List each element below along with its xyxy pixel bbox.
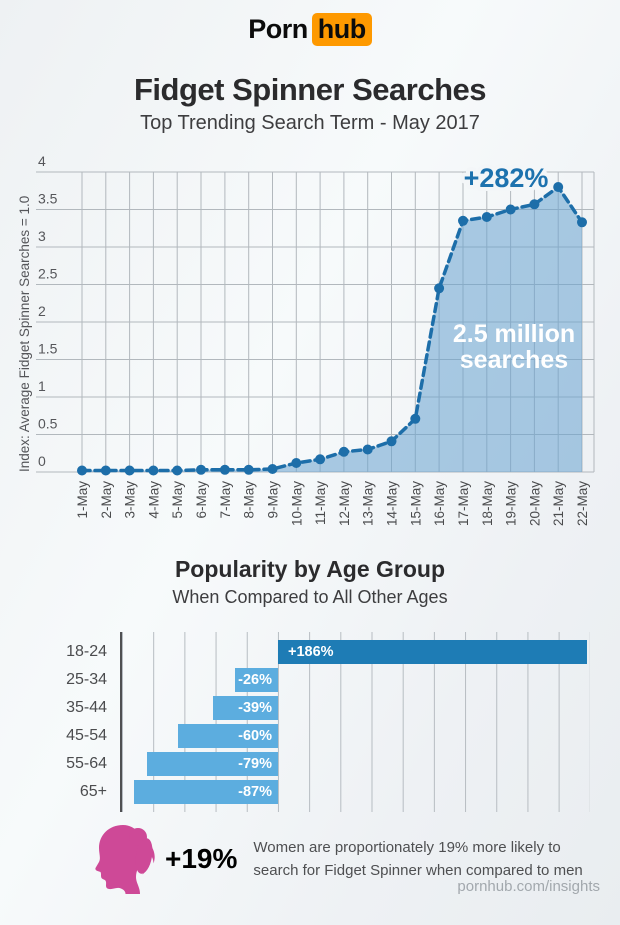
age-category-labels: 18-24 25-34 35-44 45-54 55-64 65+: [0, 632, 120, 812]
area-fill: [82, 187, 582, 472]
age-bar: +186%: [277, 640, 587, 664]
svg-text:7-May: 7-May: [218, 481, 233, 519]
bar-row: -39%: [122, 694, 590, 722]
age-category-label: 25-34: [66, 671, 107, 688]
svg-text:8-May: 8-May: [242, 481, 257, 519]
svg-text:20-May: 20-May: [527, 481, 542, 526]
svg-text:4: 4: [38, 153, 46, 169]
bar-row: -87%: [122, 778, 590, 806]
age-category-label: 18-24: [66, 643, 107, 660]
svg-text:1: 1: [38, 378, 46, 394]
svg-text:19-May: 19-May: [504, 481, 519, 526]
svg-text:18-May: 18-May: [480, 481, 495, 526]
svg-text:5-May: 5-May: [170, 481, 185, 519]
gender-note: +19% Women are proportionately 19% more …: [95, 824, 583, 894]
age-chart-title: Popularity by Age Group: [174, 556, 446, 582]
bar-value-label: -60%: [238, 728, 272, 744]
note-text-line1: Women are proportionately 19% more likel…: [253, 838, 561, 856]
svg-text:10-May: 10-May: [289, 481, 304, 526]
y-tick-labels: 4 3.5 3 2.5 2 1.5 1 0.5 0: [38, 153, 58, 469]
logo-hub-badge: hub: [311, 13, 372, 46]
svg-text:13-May: 13-May: [361, 481, 376, 526]
age-category-label: 35-44: [66, 699, 107, 716]
woman-icon: [95, 825, 155, 894]
svg-text:21-May: 21-May: [551, 481, 566, 526]
bar-row: -79%: [122, 750, 590, 778]
age-bar: -26%: [234, 668, 278, 692]
trend-chart: 4 3.5 3 2.5 2 1.5 1 0.5 0 1-May 2-May 3-May 4-May 5-M…: [17, 153, 595, 526]
svg-text:15-May: 15-May: [408, 481, 423, 526]
bar-row: +186%: [122, 638, 590, 666]
svg-text:6-May: 6-May: [194, 481, 209, 519]
svg-text:22-May: 22-May: [575, 481, 590, 526]
bar-row: -26%: [122, 666, 590, 694]
svg-text:14-May: 14-May: [385, 481, 400, 526]
note-text-line2: search for Fidget Spinner when compared …: [253, 862, 583, 879]
svg-text:11-May: 11-May: [313, 481, 328, 525]
svg-text:2-May: 2-May: [99, 481, 114, 519]
searches-annotation: searches: [460, 346, 568, 374]
bar-value-label: +186%: [287, 644, 334, 660]
age-category-label: 65+: [79, 783, 107, 800]
age-category-label: 55-64: [66, 755, 107, 772]
svg-text:9-May: 9-May: [266, 481, 281, 519]
svg-text:17-May: 17-May: [456, 481, 471, 526]
svg-text:16-May: 16-May: [432, 481, 447, 526]
age-bar: -79%: [146, 752, 278, 776]
svg-text:3: 3: [38, 228, 46, 244]
svg-text:1-May: 1-May: [75, 481, 90, 519]
page-subtitle: Top Trending Search Term - May 2017: [140, 112, 480, 134]
pornhub-logo: Porn hub: [0, 13, 620, 46]
age-bar: -39%: [213, 696, 278, 720]
footer-link: pornhub.com/insights: [457, 878, 600, 895]
svg-text:4-May: 4-May: [146, 481, 161, 519]
note-text: Women are proportionately 19% more likel…: [253, 836, 582, 883]
age-bars-area: +186% -26% -39% -60% -79% -87%: [120, 632, 590, 812]
svg-text:0.5: 0.5: [38, 416, 58, 432]
trend-line: [80, 185, 584, 473]
y-axis-title: Index: Average Fidget Spinner Searches =…: [17, 196, 32, 472]
svg-text:2: 2: [38, 303, 46, 319]
age-bar-chart: 18-24 25-34 35-44 45-54 55-64 65+ +186% -26% -3…: [0, 632, 590, 812]
bar-value-label: -79%: [238, 756, 272, 772]
svg-text:3-May: 3-May: [123, 481, 138, 519]
x-tick-labels: 1-May 2-May 3-May 4-May 5-May 6-May 7-May 8-May…: [75, 481, 590, 526]
age-bar: -87%: [133, 780, 278, 804]
peak-annotation: +282%: [464, 163, 549, 193]
age-bar: -60%: [178, 724, 278, 748]
svg-text:3.5: 3.5: [38, 191, 58, 207]
bar-row: -60%: [122, 722, 590, 750]
women-stat: +19%: [165, 843, 238, 874]
bar-value-label: -26%: [238, 672, 272, 688]
svg-text:1.5: 1.5: [38, 341, 58, 357]
logo-porn-text: Porn: [248, 14, 308, 44]
bar-value-label: -39%: [238, 700, 272, 716]
age-chart-subtitle: When Compared to All Other Ages: [172, 587, 448, 607]
age-category-label: 45-54: [66, 727, 107, 744]
bar-value-label: -87%: [238, 784, 272, 800]
svg-text:0: 0: [38, 453, 46, 469]
data-points: [77, 182, 587, 476]
page-title: Fidget Spinner Searches: [134, 72, 487, 107]
searches-annotation: 2.5 million: [453, 320, 575, 348]
svg-text:12-May: 12-May: [337, 481, 352, 526]
svg-text:2.5: 2.5: [38, 266, 58, 282]
